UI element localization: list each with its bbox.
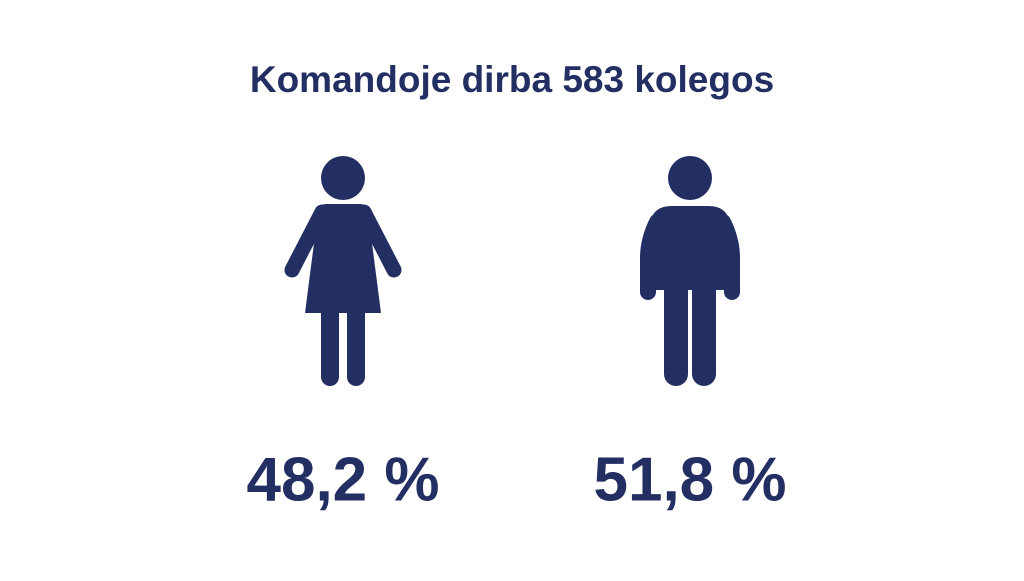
male-leg (664, 270, 688, 386)
male-leg (692, 270, 716, 386)
male-arm (715, 214, 740, 300)
male-icon (640, 156, 740, 386)
male-torso (650, 206, 730, 290)
female-percent: 48,2 % (246, 445, 439, 514)
female-head (321, 156, 365, 200)
male-arm (640, 214, 665, 300)
female-dress (305, 204, 381, 313)
male-head (668, 156, 712, 200)
female-leg (321, 300, 339, 386)
title: Komandoje dirba 583 kolegos (250, 59, 774, 100)
female-leg (347, 300, 365, 386)
female-arm (284, 204, 330, 278)
female-icon (284, 156, 402, 386)
male-percent: 51,8 % (593, 445, 786, 514)
female-arm (356, 204, 402, 278)
